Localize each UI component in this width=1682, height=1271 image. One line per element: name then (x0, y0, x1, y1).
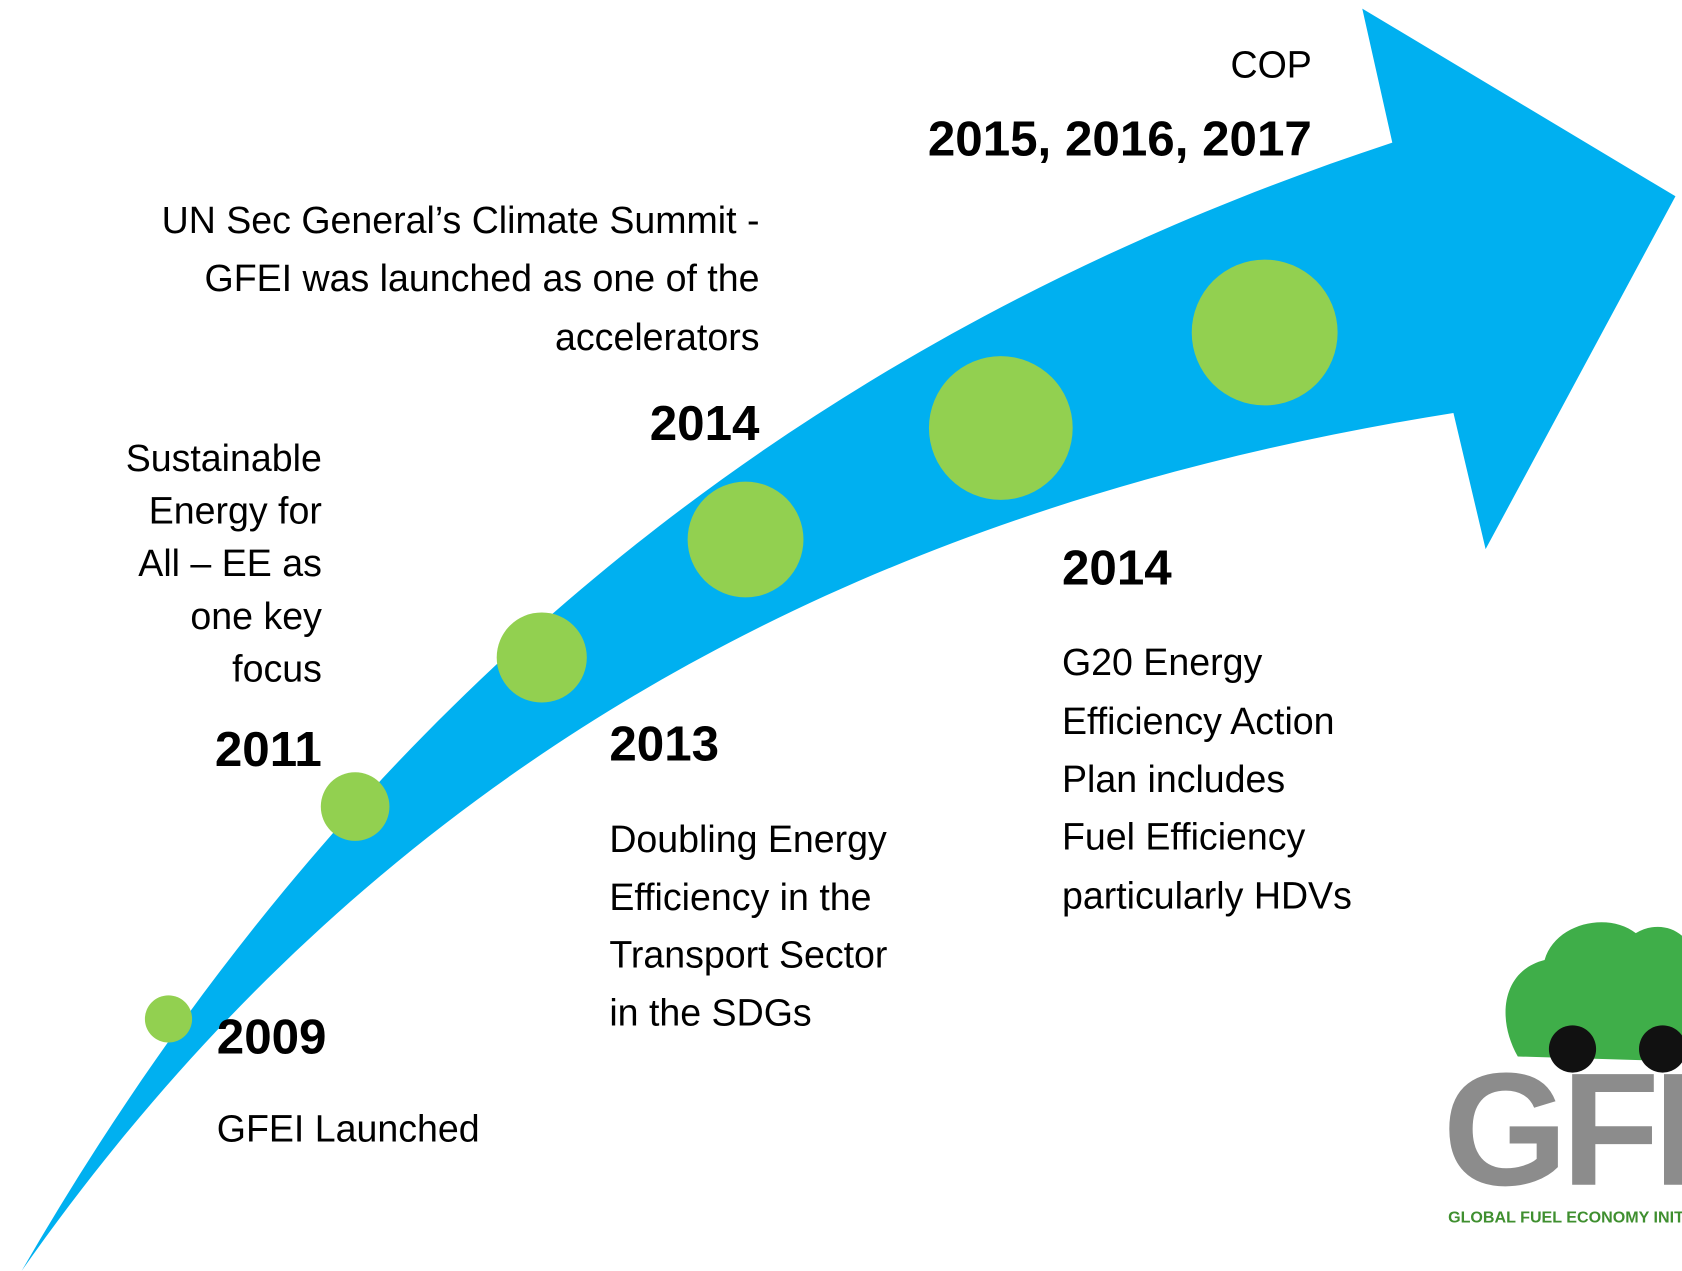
dot (1191, 259, 1338, 406)
milestone-text: Efficiency Action (1062, 700, 1335, 742)
dot (928, 356, 1073, 500)
growth-arrow (21, 8, 1676, 1271)
milestone-text: All – EE as (138, 542, 322, 584)
logo: GFEI GLOBAL FUEL ECONOMY INITIATIVE (1443, 922, 1682, 1227)
dot (687, 481, 804, 598)
milestone-year: 2013 (609, 717, 719, 772)
dot (320, 772, 390, 841)
milestone-year: 2011 (215, 722, 322, 777)
logo-caption: GLOBAL FUEL ECONOMY INITIATIVE (1448, 1209, 1682, 1227)
milestone-year: 2009 (217, 1009, 327, 1064)
dot (496, 612, 587, 703)
milestone-text: Transport Sector (609, 934, 887, 976)
milestone-year: 2015, 2016, 2017 (928, 112, 1312, 167)
milestone-text: COP (1231, 43, 1312, 85)
milestone-text: Energy for (149, 490, 322, 532)
milestone-text: Sustainable (126, 437, 322, 479)
dot (144, 995, 193, 1043)
milestone-text: Doubling Energy (609, 818, 887, 860)
milestone-text: G20 Energy (1062, 641, 1263, 683)
milestone-text: focus (232, 647, 322, 689)
milestone-year: 2014 (1062, 541, 1172, 596)
milestone-text: Fuel Efficiency (1062, 816, 1306, 858)
milestone-text: Plan includes (1062, 758, 1285, 800)
logo-wheel (1639, 1025, 1682, 1073)
milestone-text: UN Sec General’s Climate Summit - (162, 199, 760, 241)
milestone-text: particularly HDVs (1062, 875, 1352, 917)
milestone-text: accelerators (555, 316, 759, 358)
milestone-year: 2014 (650, 396, 760, 451)
logo-mark: GFEI (1443, 1040, 1682, 1220)
logo-wheel (1548, 1025, 1597, 1073)
logo-cloud (1505, 922, 1682, 1062)
milestone-text: Efficiency in the (609, 876, 871, 918)
milestone-text: GFEI Launched (217, 1107, 480, 1149)
milestone-dots (144, 259, 1338, 1043)
milestone-text: in the SDGs (609, 992, 811, 1034)
milestone-labels: 2009 GFEI Launched 2011 Sustainable Energy f… (126, 43, 1352, 1149)
milestone-text: one key (190, 595, 322, 637)
milestone-text: GFEI was launched as one of the (205, 257, 760, 299)
